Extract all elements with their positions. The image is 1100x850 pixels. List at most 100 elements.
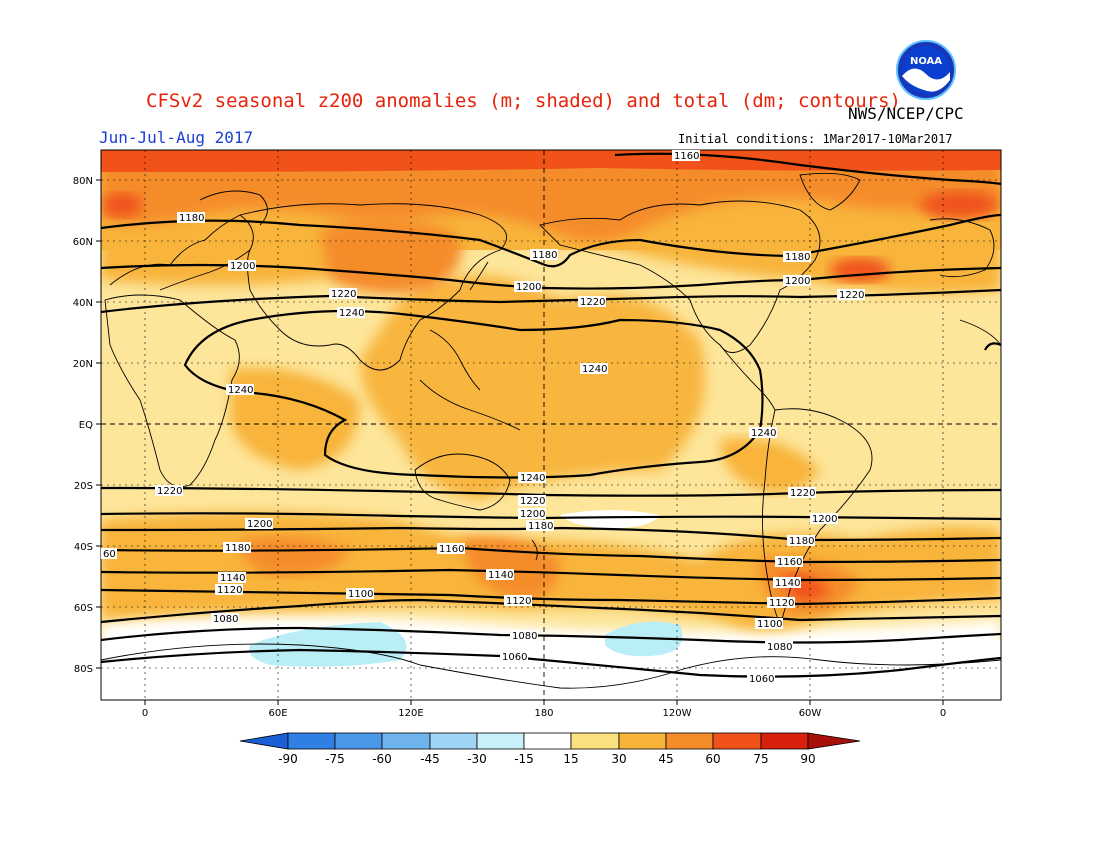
contour-label: 1100 xyxy=(757,619,782,630)
contour-label: 1120 xyxy=(217,585,242,596)
contour-label: 1160 xyxy=(674,151,699,162)
lat-label: 40S xyxy=(74,542,93,553)
contour-label: 1180 xyxy=(532,250,557,261)
contour-label: 60 xyxy=(103,549,116,560)
contour-label: 1220 xyxy=(790,488,815,499)
contour-label: 1200 xyxy=(785,276,810,287)
contour-label: 1140 xyxy=(775,578,800,589)
colorbar-tick: 30 xyxy=(611,752,626,766)
colorbar-tick: 15 xyxy=(563,752,578,766)
colorbar-cell xyxy=(712,732,762,750)
contour-label: 1180 xyxy=(789,536,814,547)
lat-label: 60S xyxy=(74,603,93,614)
colorbar-cell xyxy=(807,732,861,750)
noaa-logo-icon: NOAA xyxy=(896,40,956,100)
colorbar-tick: -45 xyxy=(420,752,440,766)
contour-label: 1140 xyxy=(220,573,245,584)
graticule xyxy=(101,150,1001,700)
lon-label: 180 xyxy=(534,708,553,719)
contour-label: 1180 xyxy=(528,521,553,532)
colorbar-tick: 90 xyxy=(800,752,815,766)
contour-label: 1240 xyxy=(751,428,776,439)
colorbar-tick: -15 xyxy=(514,752,534,766)
colorbar-cell xyxy=(665,732,714,750)
contour-label: 1240 xyxy=(582,364,607,375)
contour-label: 1180 xyxy=(785,252,810,263)
lon-label: 120W xyxy=(663,708,692,719)
colorbar-tick: 75 xyxy=(753,752,768,766)
noaa-logo-text: NOAA xyxy=(910,56,942,67)
colorbar-cell xyxy=(287,732,336,750)
colorbar-cell xyxy=(570,732,620,750)
contour-label: 1240 xyxy=(228,385,253,396)
lon-label: 0 xyxy=(142,708,148,719)
contour-label: 1220 xyxy=(331,289,356,300)
contour-label: 1060 xyxy=(502,652,527,663)
contour-label: 1220 xyxy=(839,290,864,301)
colorbar-tick: -60 xyxy=(372,752,392,766)
colorbar xyxy=(239,732,861,750)
lat-label: EQ xyxy=(79,420,93,431)
contour-label: 1220 xyxy=(580,297,605,308)
contour-label: 1200 xyxy=(520,509,545,520)
contour-labels: 1160 1180 1180 1180 1200 1200 1200 1220 … xyxy=(101,150,865,685)
contour-label: 1180 xyxy=(225,543,250,554)
shading-layer xyxy=(101,150,1001,700)
colorbar-tick: 60 xyxy=(705,752,720,766)
contour-label: 1080 xyxy=(213,614,238,625)
lat-label: 20S xyxy=(74,481,93,492)
lon-label: 120E xyxy=(398,708,423,719)
colorbar-cell xyxy=(429,732,478,750)
lon-label: 0 xyxy=(940,708,946,719)
lon-label: 60E xyxy=(268,708,287,719)
contour-label: 1080 xyxy=(767,642,792,653)
contour-label: 1240 xyxy=(520,473,545,484)
colorbar-cell xyxy=(618,732,667,750)
colorbar-tick: -75 xyxy=(325,752,345,766)
map-title: CFSv2 seasonal z200 anomalies (m; shaded… xyxy=(146,90,901,112)
colorbar-cell xyxy=(381,732,431,750)
colorbar-cell xyxy=(239,732,289,750)
contour-label: 1060 xyxy=(749,674,774,685)
agency-label: NWS/NCEP/CPC xyxy=(848,104,964,123)
contour-label: 1160 xyxy=(439,544,464,555)
lat-label: 20N xyxy=(73,359,93,370)
contour-label: 1100 xyxy=(348,589,373,600)
contour-label: 1200 xyxy=(247,519,272,530)
colorbar-ticks: -90 -75 -60 -45 -30 -15 15 30 45 60 75 9… xyxy=(278,752,815,766)
contour-label: 1220 xyxy=(520,496,545,507)
colorbar-tick: 45 xyxy=(658,752,673,766)
latitude-labels: 80N 60N 40N 20N EQ 20S 40S 60S 80S xyxy=(73,176,93,675)
colorbar-cell xyxy=(523,732,572,750)
colorbar-cell xyxy=(334,732,383,750)
contour-label: 1180 xyxy=(179,213,204,224)
contour-label: 1200 xyxy=(230,261,255,272)
contour-label: 1240 xyxy=(339,308,364,319)
contour-label: 1140 xyxy=(488,570,513,581)
contour-label: 1120 xyxy=(506,596,531,607)
reference-lines xyxy=(101,150,1001,700)
initial-conditions-label: Initial conditions: 1Mar2017-10Mar2017 xyxy=(678,132,953,146)
contour-label: 1120 xyxy=(769,598,794,609)
lon-label: 60W xyxy=(799,708,822,719)
contour-label: 1080 xyxy=(512,631,537,642)
lat-ticks xyxy=(96,179,944,705)
colorbar-tick: -90 xyxy=(278,752,298,766)
longitude-labels: 0 60E 120E 180 120W 60W 0 xyxy=(142,708,946,719)
lat-label: 80S xyxy=(74,664,93,675)
contour-label: 1200 xyxy=(516,282,541,293)
lat-label: 40N xyxy=(73,298,93,309)
map-frame xyxy=(100,149,1002,701)
lat-label: 60N xyxy=(73,237,93,248)
contour-label: 1160 xyxy=(777,557,802,568)
colorbar-cell xyxy=(476,732,525,750)
coastlines xyxy=(101,172,1001,689)
contour-label: 1220 xyxy=(157,486,182,497)
period-label: Jun-Jul-Aug 2017 xyxy=(99,128,254,147)
contour-label: 1200 xyxy=(812,514,837,525)
contours xyxy=(101,152,1001,678)
colorbar-tick: -30 xyxy=(467,752,487,766)
colorbar-cell xyxy=(760,732,809,750)
lat-label: 80N xyxy=(73,176,93,187)
